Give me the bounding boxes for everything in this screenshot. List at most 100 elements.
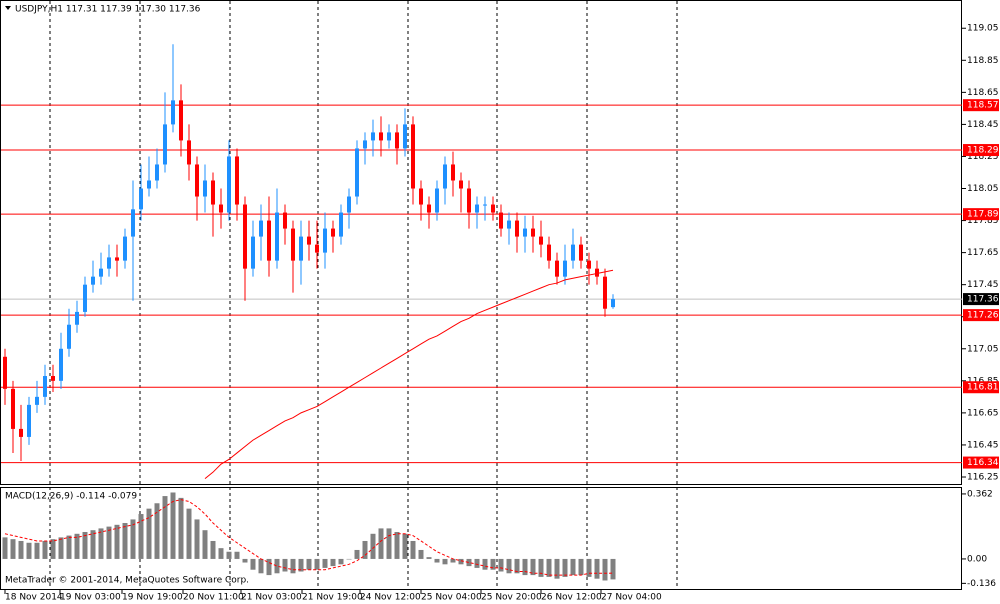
candle-body <box>371 132 375 141</box>
macd-bar <box>26 542 32 559</box>
level-label-box <box>963 144 999 157</box>
macd-bar <box>346 558 352 560</box>
level-label-box <box>963 456 999 469</box>
candle-body <box>187 140 191 165</box>
macd-bar <box>2 537 8 559</box>
macd-bar <box>410 540 416 559</box>
macd-bar <box>186 508 192 559</box>
candle-body <box>259 220 263 237</box>
candle-body <box>451 164 455 181</box>
candle-body <box>435 188 439 213</box>
x-tick-label: 21 Nov 19:00 <box>302 593 363 603</box>
macd-bar <box>330 558 336 567</box>
x-tick-label: 25 Nov 04:00 <box>421 593 482 603</box>
candle-body <box>147 180 151 189</box>
macd-bar <box>338 558 344 565</box>
level-label: 116.81 <box>967 383 999 393</box>
macd-bar <box>570 558 576 576</box>
level-label-box <box>963 208 999 221</box>
macd-bar <box>170 492 176 559</box>
y-tick-label: 118.65 <box>967 88 999 98</box>
macd-bar <box>458 558 464 565</box>
candle-body <box>275 212 279 261</box>
candle-body <box>459 180 463 189</box>
menu-arrow[interactable] <box>5 6 11 10</box>
candle-body <box>467 188 471 213</box>
candle-body <box>539 236 543 245</box>
candle-body <box>339 212 343 237</box>
candle-body <box>603 276 607 309</box>
macd-bar <box>546 558 552 577</box>
x-tick-label: 19 Nov 19:00 <box>122 593 183 603</box>
x-tick-label: 27 Nov 04:00 <box>601 593 662 603</box>
level-label: 116.34 <box>967 458 999 468</box>
y-tick-label: 116.25 <box>967 472 999 482</box>
candle-body <box>59 348 63 381</box>
macd-bar <box>162 496 168 559</box>
x-tick-label: 21 Nov 03:00 <box>241 593 302 603</box>
macd-bar <box>138 514 144 559</box>
candle-body <box>235 156 239 205</box>
y-tick-label: 116.65 <box>967 408 999 418</box>
macd-bar <box>322 558 328 568</box>
candle-body <box>11 388 15 429</box>
macd-bar <box>154 503 160 559</box>
candle-body <box>299 236 303 261</box>
candle-body <box>443 164 447 189</box>
macd-bar <box>42 540 48 559</box>
x-tick-label: 19 Nov 03:00 <box>60 593 121 603</box>
chart-title: USDJPY,H1 117.31 117.39 117.30 117.36 <box>15 5 201 15</box>
candle-body <box>547 244 551 261</box>
macd-bar <box>386 528 392 559</box>
level-label: 117.26 <box>967 311 999 321</box>
level-label-box <box>963 309 999 322</box>
macd-bar <box>402 533 408 559</box>
macd-bar <box>442 558 448 565</box>
candle-body <box>267 220 271 261</box>
candle-body <box>203 180 207 197</box>
candle-body <box>107 257 111 269</box>
candle-body <box>419 188 423 205</box>
candle-body <box>195 164 199 197</box>
candle-body <box>331 228 335 237</box>
candle-body <box>571 244 575 261</box>
macd-bar <box>266 558 272 576</box>
moving-average <box>204 269 614 479</box>
candle-body <box>131 209 135 237</box>
candle-body <box>83 284 87 312</box>
macd-bar <box>282 558 288 572</box>
level-label: 117.89 <box>967 210 999 220</box>
candle-body <box>523 228 527 237</box>
candle-body <box>507 220 511 229</box>
candle-body <box>75 311 79 325</box>
candle-body <box>491 204 495 213</box>
macd-bar <box>306 558 312 570</box>
macd-bar <box>290 558 296 574</box>
day-separators <box>49 1 678 589</box>
macd-bar <box>122 523 128 559</box>
candle-body <box>395 132 399 149</box>
macd-bar <box>34 542 40 559</box>
level-label: 118.57 <box>967 101 999 111</box>
level-label-box <box>963 99 999 112</box>
y-tick-label: 117.05 <box>967 344 999 354</box>
candle-body <box>307 236 311 245</box>
copyright: MetaTrader © 2001-2014, MetaQuotes Softw… <box>5 576 249 586</box>
macd-bar <box>10 539 16 559</box>
macd-bar <box>530 558 536 576</box>
candle-body <box>211 180 215 205</box>
macd-bar <box>66 535 72 559</box>
macd-title: MACD(12,26,9) -0.114 -0.079 <box>5 492 137 502</box>
candle-body <box>283 212 287 229</box>
macd-bar <box>130 519 136 559</box>
price-frame <box>0 0 962 485</box>
candle-body <box>563 260 567 277</box>
candle-body <box>483 204 487 206</box>
macd-bar <box>418 549 424 559</box>
candle-body <box>515 220 519 237</box>
macd-bar <box>274 558 280 574</box>
macd-bar <box>250 558 256 570</box>
macd-bar <box>234 551 240 559</box>
candle-body <box>243 204 247 269</box>
macd-bar <box>226 551 232 559</box>
